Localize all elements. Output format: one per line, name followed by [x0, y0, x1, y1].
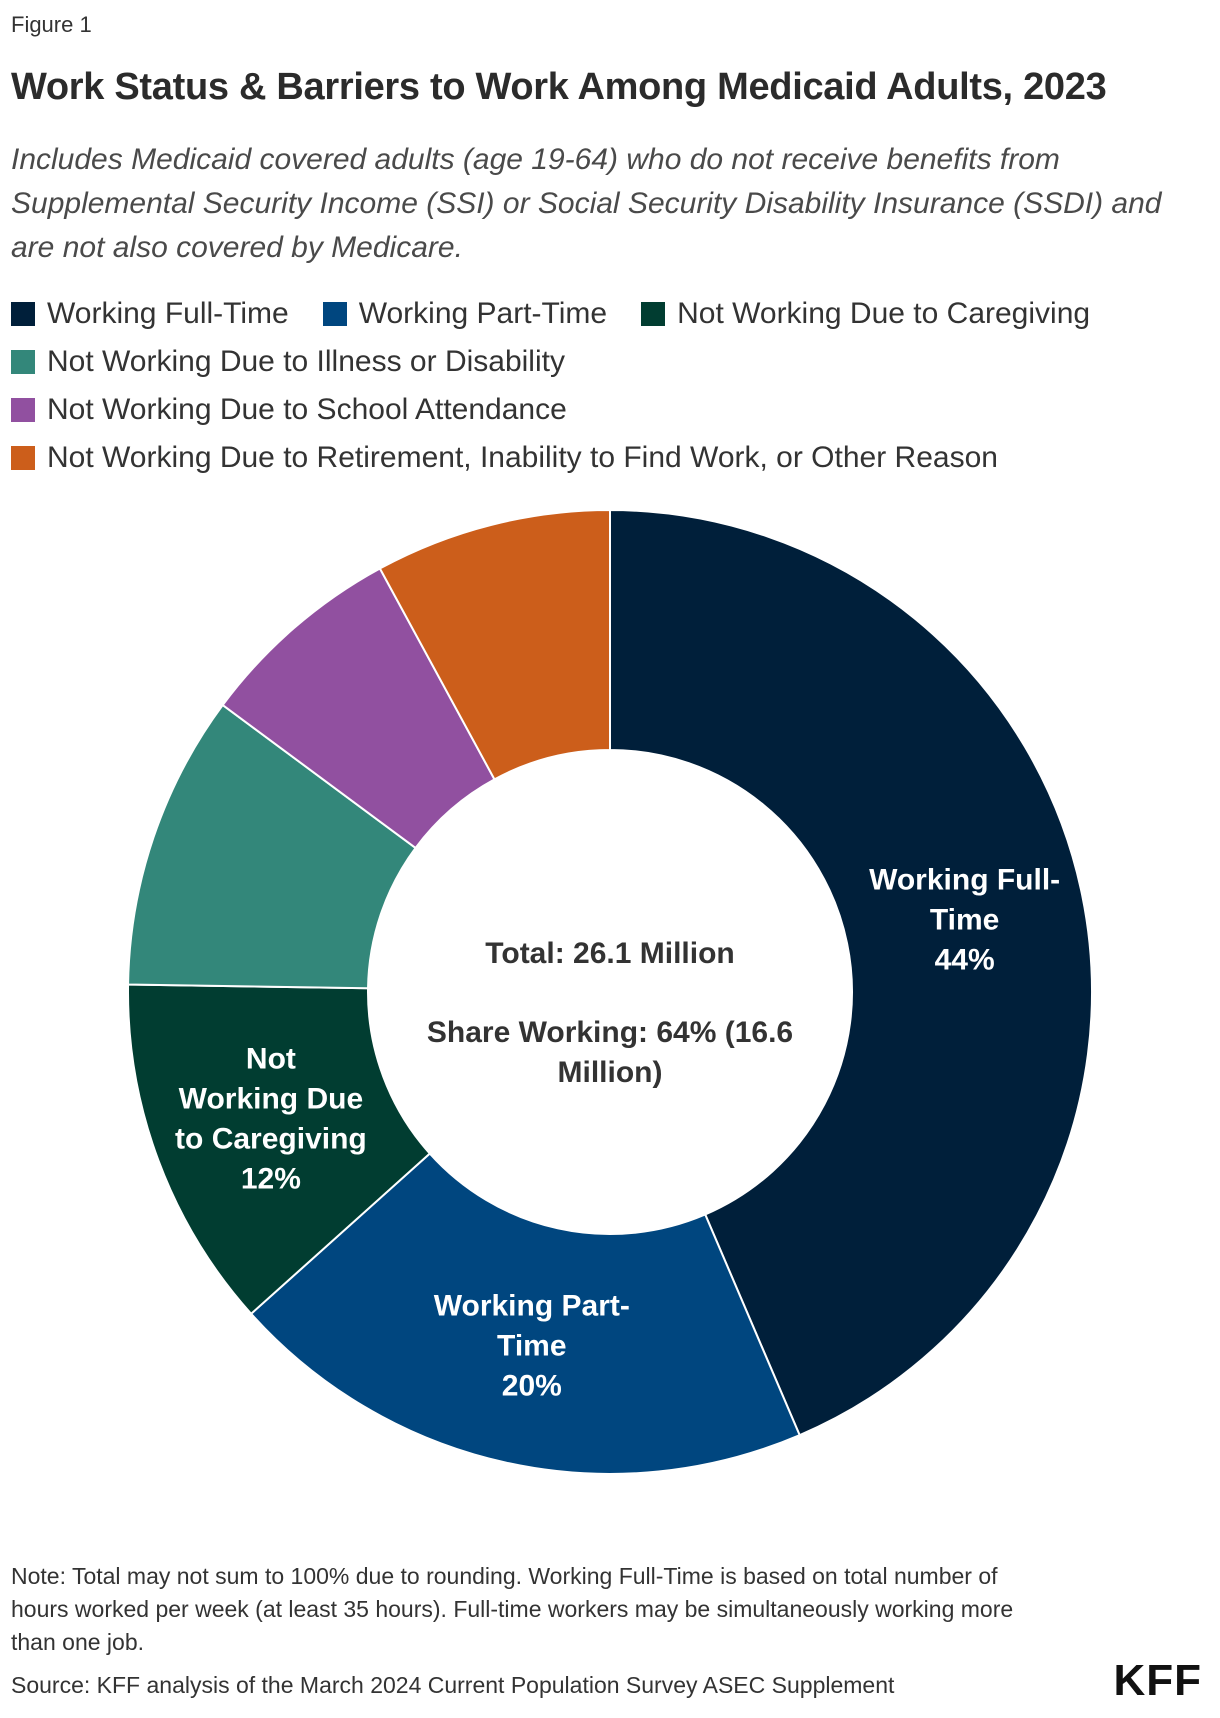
legend-item-working-part-time: Working Part-Time: [322, 297, 608, 331]
legend-item-retirement-other: Not Working Due to Retirement, Inability…: [11, 441, 998, 475]
legend-swatch: [11, 446, 35, 470]
legend-swatch: [11, 350, 35, 374]
slice-category-label: to Caregiving: [175, 1123, 367, 1156]
kff-logo: KFF: [1113, 1656, 1202, 1705]
slice-not-working-due-to-illness-or-disability: [127, 703, 417, 990]
slice-working-full-time: [609, 508, 1093, 1437]
center-total: Total: 26.1 Million: [485, 937, 734, 970]
legend-label: Working Part-Time: [358, 297, 608, 330]
slice-value-label: 12%: [241, 1163, 301, 1196]
legend-item-school-attendance: Not Working Due to School Attendance: [11, 393, 567, 427]
legend: Working Full-Time Working Part-Time Not …: [11, 290, 1216, 482]
slice-not-working-due-to-caregiving: [127, 983, 432, 1316]
slice-category-label: Time: [497, 1329, 566, 1362]
slice-category-label: Time: [930, 903, 999, 936]
center-share-line2: Million): [558, 1056, 663, 1089]
slice-label-working-full-time: Working Full- Time 44%: [869, 863, 1060, 976]
legend-label: Not Working Due to Retirement, Inability…: [47, 441, 998, 474]
legend-swatch: [11, 398, 35, 422]
legend-item-illness-disability: Not Working Due to Illness or Disability: [11, 345, 565, 379]
slice-not-working-due-to-retirement-inability-to-find-work-or-other-reason: [378, 508, 611, 781]
legend-label: Not Working Due to Caregiving: [677, 297, 1091, 330]
slice-labels-group: Working Full- Time 44% Working Part- Time 20%…: [175, 863, 1060, 1402]
legend-swatch: [322, 302, 347, 326]
legend-row: Not Working Due to School Attendance: [11, 386, 1216, 434]
slice-category-label: Working Part-: [434, 1289, 630, 1322]
figure-label: Figure 1: [11, 12, 92, 37]
slice-label-not-working-due-to-caregiving: Not Working Due to Caregiving 12%: [175, 1043, 367, 1196]
slice-value-label: 20%: [502, 1369, 562, 1402]
slice-value-label: 44%: [935, 943, 995, 976]
slice-category-label: Not: [246, 1043, 296, 1076]
donut-chart: Working Full- Time 44% Working Part- Time 20%…: [0, 490, 1220, 1530]
legend-item-caregiving: Not Working Due to Caregiving: [641, 297, 1090, 331]
slices-group: [127, 508, 1093, 1475]
donut-chart-svg: Working Full- Time 44% Working Part- Time 20%…: [127, 508, 1093, 1475]
slice-category-label: Working Due: [179, 1083, 363, 1116]
legend-swatch: [641, 302, 666, 326]
slice-category-label: Working Full-: [869, 863, 1060, 896]
legend-swatch: [11, 302, 35, 326]
slice-working-part-time: [249, 1152, 801, 1475]
legend-label: Not Working Due to School Attendance: [47, 393, 567, 426]
footnote: Note: Total may not sum to 100% due to r…: [11, 1563, 1014, 1655]
legend-label: Working Full-Time: [47, 297, 289, 330]
slice-label-working-part-time: Working Part- Time 20%: [434, 1289, 630, 1402]
legend-item-working-full-time: Working Full-Time: [11, 297, 289, 331]
center-share-line1: Share Working: 64% (16.6: [427, 1016, 793, 1049]
legend-row: Not Working Due to Illness or Disability: [11, 338, 1216, 386]
chart-subtitle: Includes Medicaid covered adults (age 19…: [11, 143, 1162, 264]
chart-title: Work Status & Barriers to Work Among Med…: [11, 66, 1107, 108]
source-line: Source: KFF analysis of the March 2024 C…: [11, 1672, 895, 1698]
legend-row: Working Full-Time Working Part-Time Not …: [11, 290, 1216, 338]
legend-label: Not Working Due to Illness or Disability: [47, 345, 565, 378]
legend-row: Not Working Due to Retirement, Inability…: [11, 434, 1216, 482]
